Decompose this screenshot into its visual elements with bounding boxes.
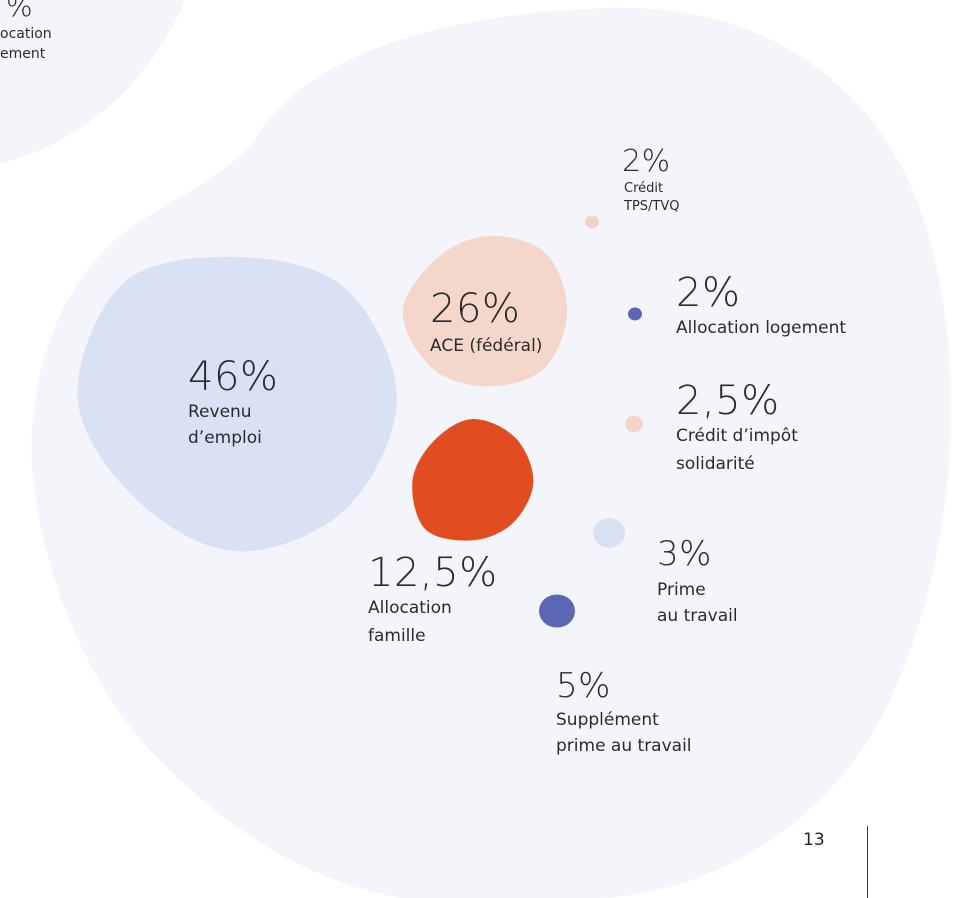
data-label-supplement-line1: Supplément <box>556 710 659 730</box>
data-label-pct-famille: 12,5% <box>368 550 498 596</box>
page-divider-line <box>867 826 868 898</box>
data-label-pct-revenu: 46% <box>188 354 279 400</box>
corner-label-line2: ement <box>0 46 46 62</box>
bubble-revenu-emploi <box>77 256 397 552</box>
bubble-allocation-logement <box>628 307 642 321</box>
data-label-credit-tps-line2: TPS/TVQ <box>624 199 680 214</box>
data-label-pct-allocation-logement: 2% <box>676 270 741 316</box>
data-label-allocation-logement-line1: Allocation logement <box>676 318 847 338</box>
data-label-pct-supplement: 5% <box>556 666 611 706</box>
data-label-pct-credit-solidarite: 2,5% <box>676 378 780 424</box>
bubble-credit-tps-tvq <box>585 215 599 229</box>
bubbles-group <box>77 215 643 628</box>
data-label-credit-solidarite-line1: Crédit d’impôt <box>676 426 798 446</box>
data-label-prime-line2: au travail <box>657 606 738 626</box>
data-label-credit-tps-line1: Crédit <box>624 181 664 196</box>
page-number: 13 <box>803 830 825 850</box>
bubble-ace-federal <box>402 235 568 387</box>
data-label-ace-line1: ACE (fédéral) <box>430 336 543 356</box>
background-blob-corner <box>0 0 185 164</box>
corner-pct: % <box>6 0 34 23</box>
data-label-revenu-line2: d’emploi <box>188 428 262 448</box>
data-label-pct-ace: 26% <box>430 286 521 332</box>
data-label-famille-line1: Allocation <box>368 598 452 618</box>
data-label-prime-line1: Prime <box>657 580 706 600</box>
data-label-pct-prime: 3% <box>657 534 712 574</box>
bubble-allocation-famille <box>412 419 534 541</box>
data-label-famille-line2: famille <box>368 626 426 646</box>
data-label-credit-solidarite-line2: solidarité <box>676 454 755 474</box>
bubble-credit-solidarite <box>625 415 643 433</box>
bubble-prime-travail <box>593 518 625 548</box>
bubble-supplement-prime <box>539 594 575 628</box>
data-label-supplement-line2: prime au travail <box>556 736 692 756</box>
corner-label-line1: ocation <box>0 26 52 42</box>
data-label-pct-credit-tps: 2% <box>622 144 671 179</box>
data-label-revenu-line1: Revenu <box>188 402 252 422</box>
